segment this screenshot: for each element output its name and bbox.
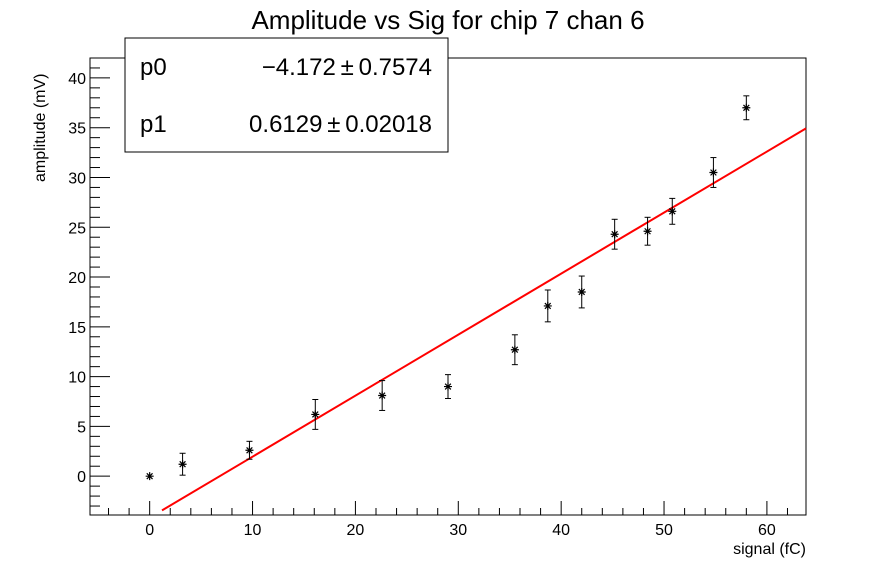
y-tick-label: 25 [68, 220, 86, 237]
y-tick-label: 35 [68, 121, 86, 138]
star-marker [444, 382, 452, 391]
y-tick-label: 10 [68, 370, 86, 387]
x-tick-label: 20 [347, 522, 365, 539]
x-tick-label: 50 [655, 522, 673, 539]
fit-line-group [161, 127, 807, 512]
data-point [543, 289, 552, 323]
star-marker [378, 391, 387, 400]
star-marker [245, 446, 254, 455]
star-marker [643, 227, 652, 236]
data-points [145, 95, 751, 481]
data-point [742, 95, 751, 121]
y-tick-label: 40 [68, 71, 86, 88]
y-axis-label: amplitude (mV) [32, 74, 49, 182]
x-tick-label: 30 [449, 522, 467, 539]
data-point [709, 157, 718, 188]
star-marker [145, 472, 154, 481]
x-tick-label: 0 [145, 522, 154, 539]
data-point [145, 472, 154, 481]
star-marker [709, 168, 718, 177]
data-point [643, 216, 652, 246]
data-point [178, 452, 187, 476]
fit-stats-box: p0 −4.172 ± 0.7574 p1 0.6129 ± 0.02018 [124, 37, 449, 153]
star-marker [610, 230, 619, 239]
star-marker [577, 287, 586, 296]
star-marker [742, 103, 751, 112]
star-marker [178, 460, 187, 469]
star-marker [311, 410, 320, 419]
data-point [311, 399, 320, 430]
axes: 0 10 20 30 40 50 60 0 5 10 15 20 25 30 35 40 [68, 57, 788, 539]
data-point [444, 374, 452, 400]
y-tick-label: 15 [68, 320, 86, 337]
y-tick-label: 0 [77, 469, 86, 486]
y-tick-label: 20 [68, 270, 86, 287]
x-tick-label: 40 [552, 522, 570, 539]
data-point [378, 380, 387, 411]
data-point [668, 197, 677, 225]
stats-p0-name: p0 [140, 54, 167, 81]
data-point [245, 440, 254, 460]
x-axis-label: signal (fC) [733, 541, 806, 558]
star-marker [543, 301, 552, 310]
fit-line [161, 127, 807, 512]
stats-box-frame [124, 37, 449, 153]
x-tick-label: 10 [244, 522, 262, 539]
data-point [510, 334, 519, 366]
stats-p1-value: 0.6129 ± 0.02018 [249, 111, 432, 138]
chart-title: Amplitude vs Sig for chip 7 chan 6 [251, 5, 644, 35]
y-tick-label: 5 [77, 419, 86, 436]
data-point [610, 218, 619, 250]
x-tick-label: 60 [758, 522, 776, 539]
y-tick-label: 30 [68, 170, 86, 187]
stats-p1-name: p1 [140, 111, 167, 138]
star-marker [510, 345, 519, 354]
star-marker [668, 207, 677, 216]
data-point [577, 275, 586, 309]
stats-p0-value: −4.172 ± 0.7574 [262, 54, 432, 81]
